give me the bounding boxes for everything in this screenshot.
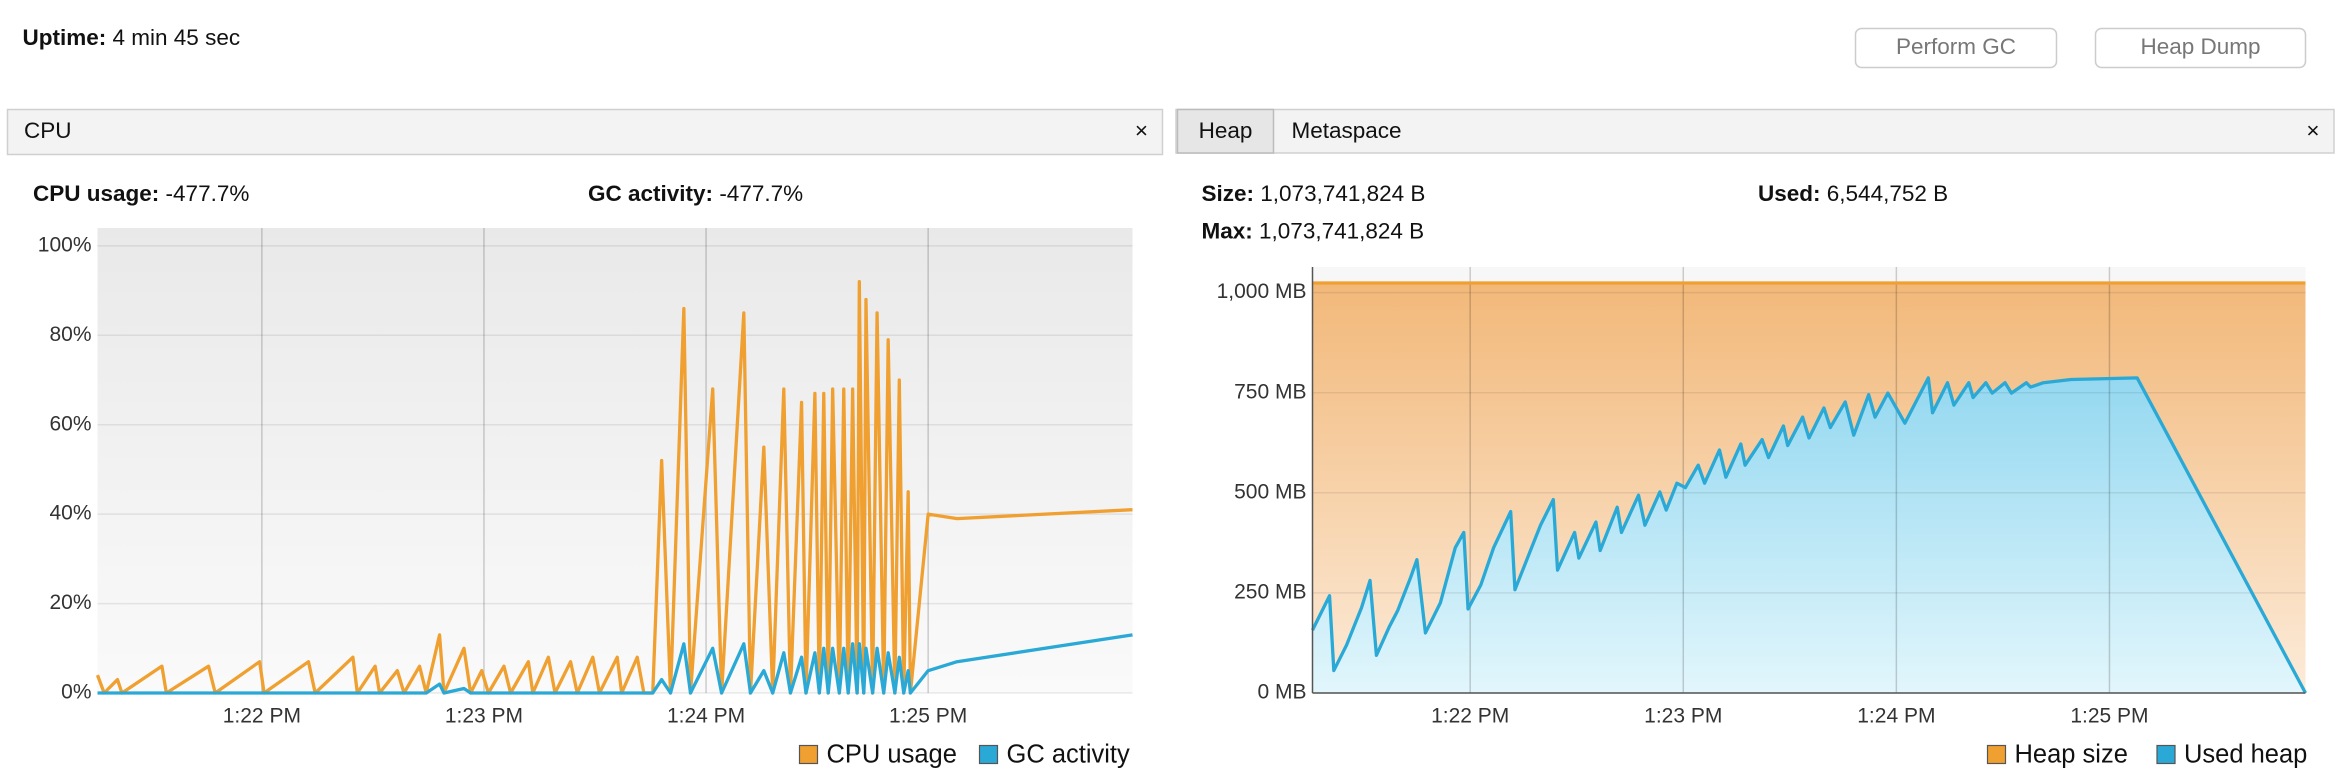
legend-swatch <box>978 744 999 765</box>
y-tick-label: 40% <box>49 502 91 525</box>
uptime: Uptime: 4 min 45 sec <box>23 25 241 50</box>
close-button[interactable]: × <box>2306 118 2319 143</box>
y-tick-label: 0 MB <box>1257 681 1306 704</box>
button[interactable] <box>1854 27 2058 69</box>
y-tick-label: 60% <box>49 412 91 435</box>
stat-label: Used: <box>1758 181 1821 206</box>
uptime-value: 4 min 45 sec <box>113 25 241 50</box>
y-tick-label: 100% <box>38 233 92 256</box>
stat-value: -477.7% <box>166 181 250 206</box>
close-button[interactable]: × <box>1135 118 1148 143</box>
legend-swatch <box>1986 744 2007 765</box>
button-label[interactable]: Heap Dump <box>2140 34 2260 59</box>
tab-selected <box>1176 108 1275 154</box>
x-tick-label: 1:22 PM <box>223 705 301 728</box>
y-tick-label: 20% <box>49 591 91 614</box>
legend-label: CPU usage <box>827 741 957 769</box>
plot-background <box>97 228 1133 693</box>
button[interactable] <box>2094 27 2307 69</box>
y-tick-label: 500 MB <box>1234 480 1306 503</box>
x-tick-label: 1:22 PM <box>1431 705 1509 728</box>
stat-value: 6,544,752 B <box>1827 181 1948 206</box>
stat: Used: 6,544,752 B <box>1758 181 1948 206</box>
x-tick-label: 1:23 PM <box>445 705 523 728</box>
x-tick-label: 1:24 PM <box>1857 705 1935 728</box>
x-tick-label: 1:23 PM <box>1644 705 1722 728</box>
x-tick-label: 1:25 PM <box>889 705 967 728</box>
y-tick-label: 250 MB <box>1234 580 1306 603</box>
stat: Max: 1,073,741,824 B <box>1202 218 1425 243</box>
y-tick-label: 80% <box>49 323 91 346</box>
legend-swatch <box>798 744 819 765</box>
y-tick-label: 0% <box>61 681 91 704</box>
stat: GC activity: -477.7% <box>588 181 803 206</box>
stat-label: CPU usage: <box>33 181 159 206</box>
uptime-label: Uptime: <box>23 25 107 50</box>
y-tick-label: 750 MB <box>1234 380 1306 403</box>
stat-label: GC activity: <box>588 181 713 206</box>
tab[interactable]: Metaspace <box>1292 118 1402 143</box>
stat-value: -477.7% <box>719 181 803 206</box>
y-tick-label: 1,000 MB <box>1217 280 1307 303</box>
area-fill <box>1312 377 2306 693</box>
tab[interactable]: CPU <box>24 118 72 143</box>
stat-value: 1,073,741,824 B <box>1260 181 1425 206</box>
stat: Size: 1,073,741,824 B <box>1202 181 1426 206</box>
stat-label: Max: <box>1202 218 1253 243</box>
stat-value: 1,073,741,824 B <box>1259 218 1424 243</box>
button-label[interactable]: Perform GC <box>1896 34 2016 59</box>
legend-label: Heap size <box>2015 741 2128 769</box>
stat-label: Size: <box>1202 181 1255 206</box>
tab-bar <box>1175 108 2335 154</box>
stat: CPU usage: -477.7% <box>33 181 249 206</box>
legend-swatch <box>2156 744 2176 765</box>
series-line <box>97 633 1133 695</box>
x-tick-label: 1:25 PM <box>2070 705 2148 728</box>
series-line <box>1311 376 2307 694</box>
x-tick-label: 1:24 PM <box>667 705 745 728</box>
legend-label: Used heap <box>2184 741 2307 769</box>
tab-bar <box>6 108 1164 156</box>
legend-label: GC activity <box>1007 741 1131 769</box>
tab[interactable]: Heap <box>1199 118 1253 143</box>
